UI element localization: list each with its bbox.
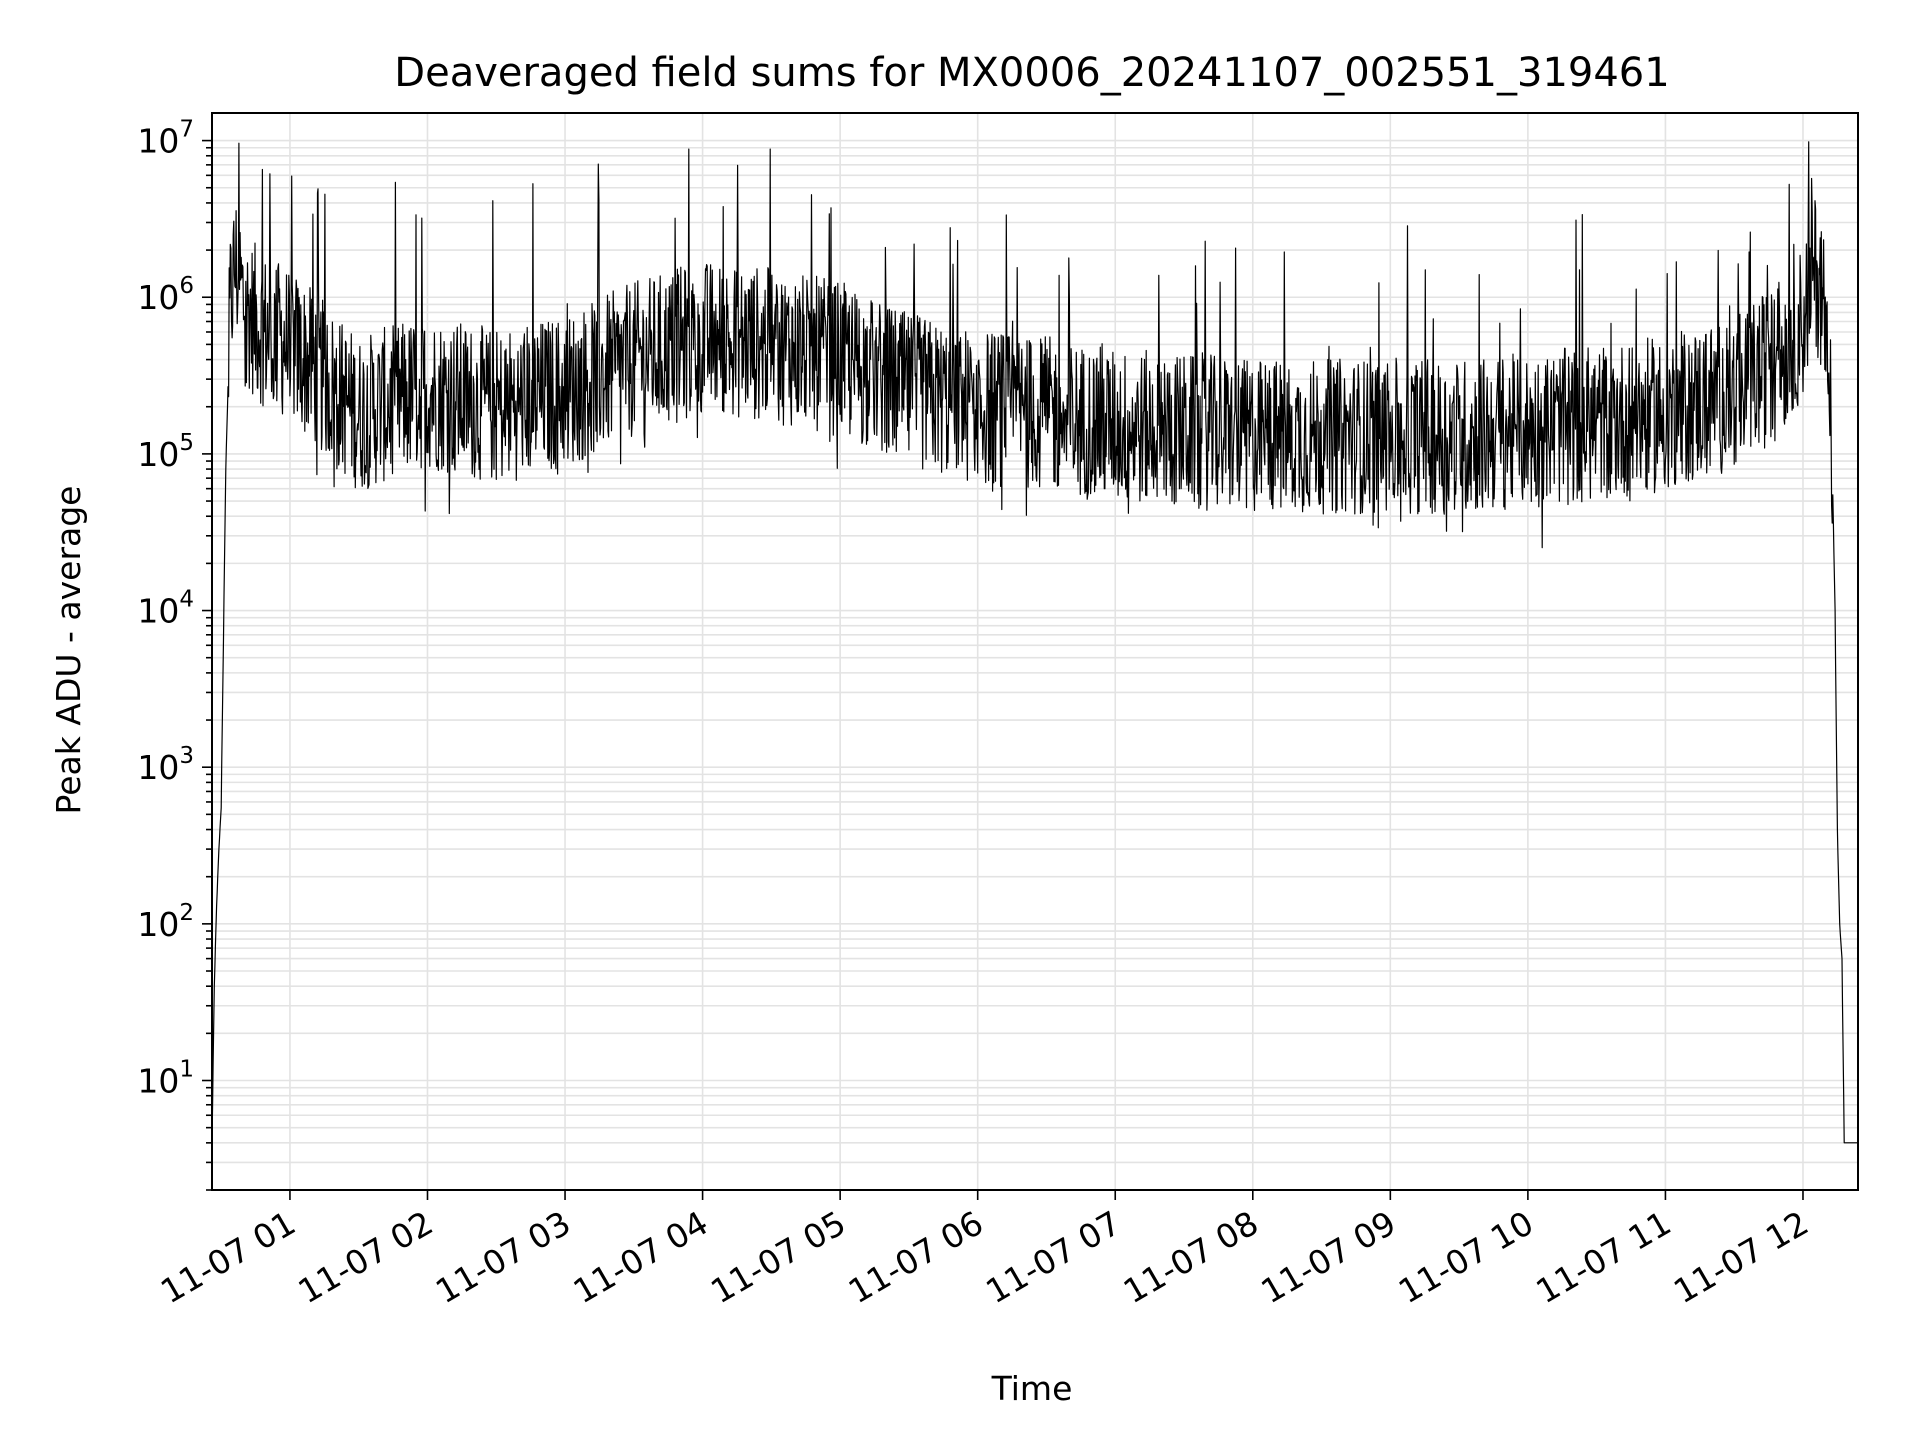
y-axis-label: Peak ADU - average [49, 486, 88, 815]
series-layer [211, 141, 1858, 1144]
y-tick-label: 107 [137, 117, 194, 161]
y-tick-label: 102 [137, 900, 194, 944]
grid [212, 113, 1858, 1191]
y-tick-label: 103 [137, 743, 194, 787]
series-line [211, 141, 1858, 1144]
chart-title: Deaveraged field sums for MX0006_2024110… [394, 50, 1669, 96]
plot-frame [211, 112, 1859, 1191]
x-axis-label: Time [991, 1369, 1073, 1408]
y-tick-label: 101 [137, 1057, 194, 1101]
y-tick-label: 105 [137, 430, 194, 474]
y-tick-label: 106 [137, 273, 194, 317]
y-tick-label: 104 [137, 587, 194, 631]
